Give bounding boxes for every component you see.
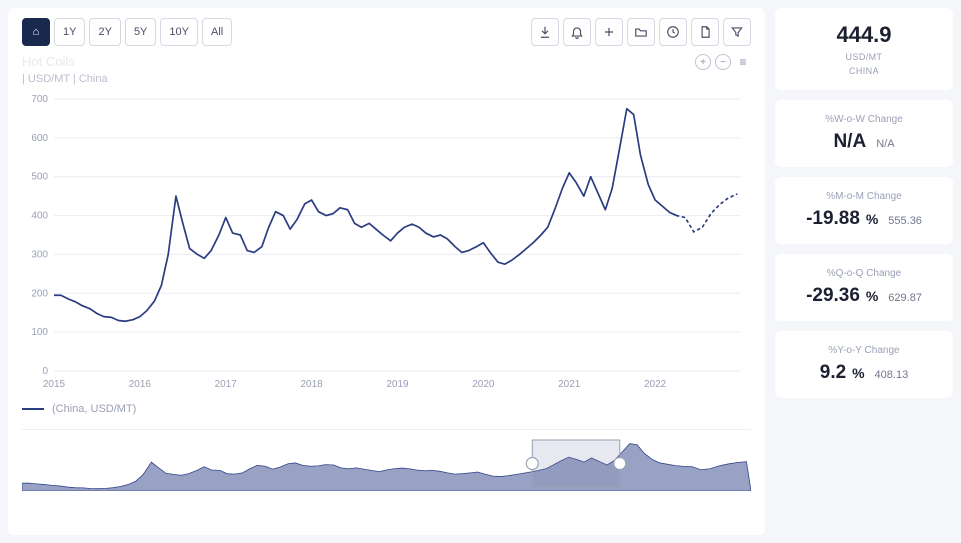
stat-label: %W-o-W Change — [785, 114, 943, 125]
stat-secondary: 629.87 — [888, 292, 922, 304]
stat-card: %Q-o-Q Change -29.36 % 629.87 — [775, 254, 953, 321]
stat-cards: %W-o-W Change N/A N/A %M-o-M Change -19.88 %… — [775, 100, 953, 398]
stat-value: N/A — [833, 131, 866, 153]
summary-region: CHINA — [785, 66, 943, 76]
zoom-in-icon[interactable]: + — [695, 54, 711, 70]
summary-card: 444.9 USD/MT CHINA — [775, 8, 953, 90]
svg-text:2015: 2015 — [43, 379, 66, 390]
svg-text:100: 100 — [31, 327, 48, 338]
line-chart: 0 100 200 300 400 500 600 700 2015 2016 2017 2018 20… — [22, 93, 751, 393]
doc-button[interactable] — [691, 18, 719, 46]
series-title: Hot Coils — [22, 54, 108, 69]
chart-mini-controls: + − ≡ — [695, 54, 751, 70]
stat-secondary: N/A — [876, 138, 894, 150]
menu-icon[interactable]: ≡ — [735, 54, 751, 70]
range-button-1y[interactable]: 1Y — [54, 18, 85, 46]
series-titles: Hot Coils | USD/MT | China — [22, 54, 108, 85]
legend: (China, USD/MT) — [22, 403, 751, 415]
home-button[interactable]: ⌂ — [22, 18, 50, 46]
stat-label: %Y-o-Y Change — [785, 345, 943, 356]
plus-icon — [602, 25, 616, 39]
range-group: ⌂ 1Y2Y5Y10YAll — [22, 18, 232, 46]
bell-icon — [570, 25, 584, 39]
chart-area: 0 100 200 300 400 500 600 700 2015 2016 2017 2018 20… — [22, 93, 751, 393]
clock-icon — [666, 25, 680, 39]
svg-text:2018: 2018 — [301, 379, 324, 390]
stat-secondary: 408.13 — [875, 369, 909, 381]
range-button-2y[interactable]: 2Y — [89, 18, 120, 46]
svg-text:2022: 2022 — [644, 379, 667, 390]
svg-text:400: 400 — [31, 211, 48, 222]
legend-swatch — [22, 408, 44, 410]
svg-text:2016: 2016 — [129, 379, 152, 390]
action-group — [531, 18, 751, 46]
stat-card: %W-o-W Change N/A N/A — [775, 100, 953, 167]
home-icon: ⌂ — [33, 26, 40, 38]
stat-secondary: 555.36 — [888, 215, 922, 227]
doc-icon — [698, 25, 712, 39]
stat-label: %Q-o-Q Change — [785, 268, 943, 279]
toolbar: ⌂ 1Y2Y5Y10YAll — [22, 18, 751, 46]
svg-text:200: 200 — [31, 288, 48, 299]
stat-card: %Y-o-Y Change 9.2 % 408.13 — [775, 331, 953, 398]
filter-icon — [730, 25, 744, 39]
stat-card: %M-o-M Change -19.88 % 555.36 — [775, 177, 953, 244]
bell-button[interactable] — [563, 18, 591, 46]
main-panel: ⌂ 1Y2Y5Y10YAll Hot Coils | USD/MT | Chin… — [8, 8, 765, 535]
stat-row: -29.36 % 629.87 — [785, 285, 943, 307]
summary-unit: USD/MT — [785, 52, 943, 62]
svg-text:500: 500 — [31, 172, 48, 183]
plus-button[interactable] — [595, 18, 623, 46]
stat-row: N/A N/A — [785, 131, 943, 153]
summary-value: 444.9 — [785, 22, 943, 48]
zoom-out-icon[interactable]: − — [715, 54, 731, 70]
range-button-5y[interactable]: 5Y — [125, 18, 156, 46]
legend-label: (China, USD/MT) — [52, 403, 136, 415]
folder-button[interactable] — [627, 18, 655, 46]
svg-text:700: 700 — [31, 94, 48, 105]
svg-text:2019: 2019 — [386, 379, 409, 390]
svg-text:0: 0 — [42, 366, 48, 377]
filter-button[interactable] — [723, 18, 751, 46]
range-buttons: 1Y2Y5Y10YAll — [54, 18, 232, 46]
side-panel: 444.9 USD/MT CHINA %W-o-W Change N/A N/A %M… — [775, 8, 953, 535]
svg-text:2017: 2017 — [215, 379, 238, 390]
svg-text:600: 600 — [31, 133, 48, 144]
svg-text:2020: 2020 — [472, 379, 495, 390]
stat-value: -19.88 % — [806, 208, 878, 230]
stat-value: 9.2 % — [820, 362, 865, 384]
stat-row: 9.2 % 408.13 — [785, 362, 943, 384]
brush-chart — [22, 436, 751, 491]
range-button-all[interactable]: All — [202, 18, 232, 46]
range-button-10y[interactable]: 10Y — [160, 18, 198, 46]
brush-area[interactable] — [22, 429, 751, 491]
series-subtitle: | USD/MT | China — [22, 73, 108, 85]
svg-text:300: 300 — [31, 249, 48, 260]
stat-label: %M-o-M Change — [785, 191, 943, 202]
download-button[interactable] — [531, 18, 559, 46]
stat-row: -19.88 % 555.36 — [785, 208, 943, 230]
stat-value: -29.36 % — [806, 285, 878, 307]
subtitle-row: Hot Coils | USD/MT | China + − ≡ — [22, 54, 751, 85]
folder-icon — [634, 25, 648, 39]
download-icon — [538, 25, 552, 39]
svg-text:2021: 2021 — [558, 379, 581, 390]
clock-button[interactable] — [659, 18, 687, 46]
